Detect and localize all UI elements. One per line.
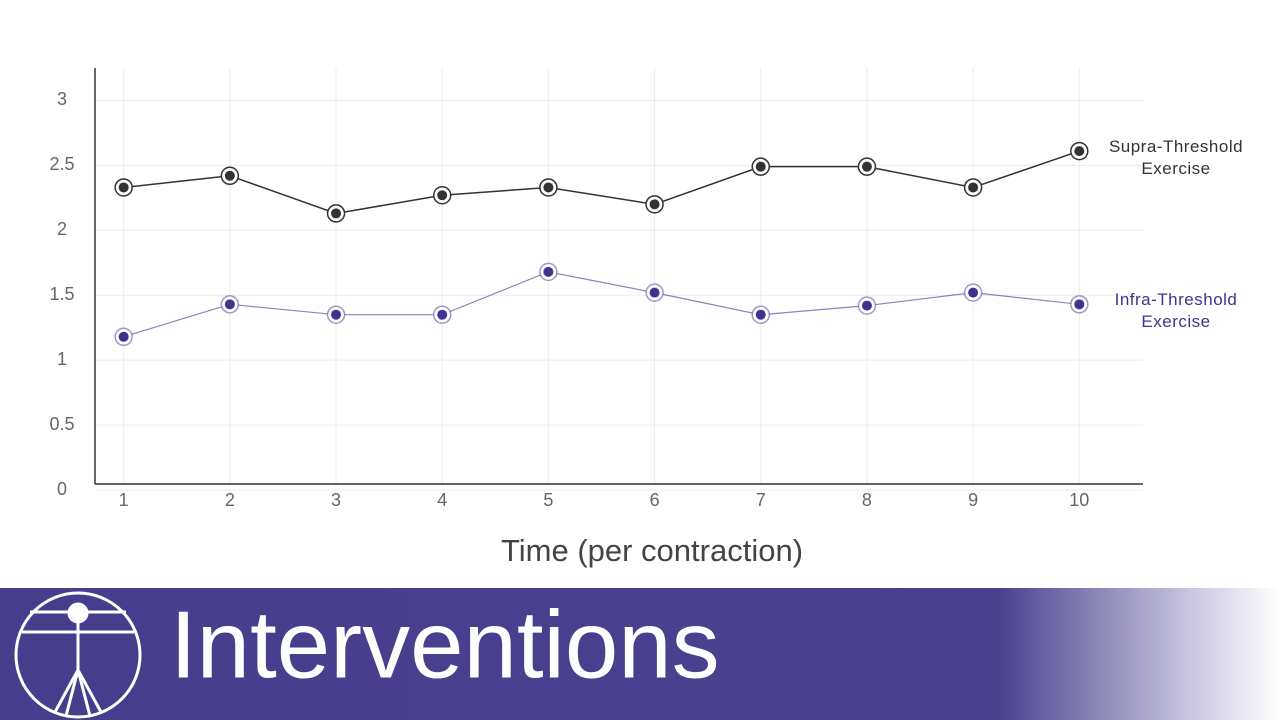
point-dot [543, 266, 554, 277]
point-dot [118, 331, 129, 342]
x-axis-label: Time (per contraction) [501, 533, 803, 568]
point-dot [224, 299, 235, 310]
point-dot [755, 161, 766, 172]
x-tick-label: 2 [225, 490, 235, 510]
data-point [751, 157, 771, 176]
data-point [326, 204, 346, 223]
data-point [857, 296, 877, 315]
x-tick-label: 9 [968, 490, 978, 510]
x-tick-label: 6 [650, 490, 660, 510]
point-dot [331, 309, 342, 320]
point-dot [861, 300, 872, 311]
data-point [857, 157, 877, 176]
banner-title: Interventions [170, 591, 720, 698]
point-dot [1074, 299, 1085, 310]
data-point [114, 178, 133, 197]
series-line [123, 271, 1080, 338]
series-label: Infra-Threshold Exercise [1114, 290, 1238, 332]
x-tick-label: 8 [862, 490, 872, 510]
y-tick-label: 1 [57, 349, 67, 369]
y-tick-label: 0.5 [49, 414, 74, 434]
data-point [326, 305, 346, 324]
series-line [123, 150, 1080, 215]
point-dot [437, 190, 448, 201]
data-point [1070, 141, 1089, 161]
y-tick-label: 1.5 [49, 284, 74, 304]
point-dot [968, 182, 979, 193]
y-tick-label: 2 [57, 219, 67, 239]
point-dot [649, 199, 660, 210]
banner [0, 588, 1280, 720]
series-label: Supra-Threshold Exercise [1108, 137, 1244, 179]
x-tick-label: 3 [331, 490, 341, 510]
logo [14, 591, 142, 719]
point-dot [755, 309, 766, 320]
data-point [432, 305, 452, 324]
y-tick-label: 3 [57, 89, 67, 109]
point-dot [968, 287, 979, 298]
point-dot [224, 170, 235, 181]
point-dot [331, 208, 342, 219]
data-point [432, 185, 452, 205]
data-point [220, 166, 240, 186]
data-point [539, 262, 558, 282]
point-dot [118, 182, 129, 193]
x-tick-label: 4 [437, 490, 447, 510]
x-tick-label: 1 [119, 490, 129, 510]
point-dot [1074, 146, 1085, 157]
data-point [220, 295, 240, 314]
y-tick-label: 0 [57, 479, 67, 499]
data-point [645, 195, 664, 214]
point-dot [861, 161, 872, 172]
point-dot [649, 287, 660, 298]
data-point [1070, 295, 1089, 314]
x-tick-label: 10 [1069, 490, 1089, 510]
point-dot [543, 182, 554, 193]
x-tick-label: 7 [756, 490, 766, 510]
x-tick-label: 5 [543, 490, 553, 510]
point-dot [437, 309, 448, 320]
data-point [751, 305, 771, 324]
data-point [963, 178, 983, 197]
y-tick-label: 2.5 [49, 154, 74, 174]
data-point [539, 178, 558, 197]
data-point [114, 327, 133, 347]
data-point [645, 283, 664, 302]
data-point [963, 283, 983, 302]
